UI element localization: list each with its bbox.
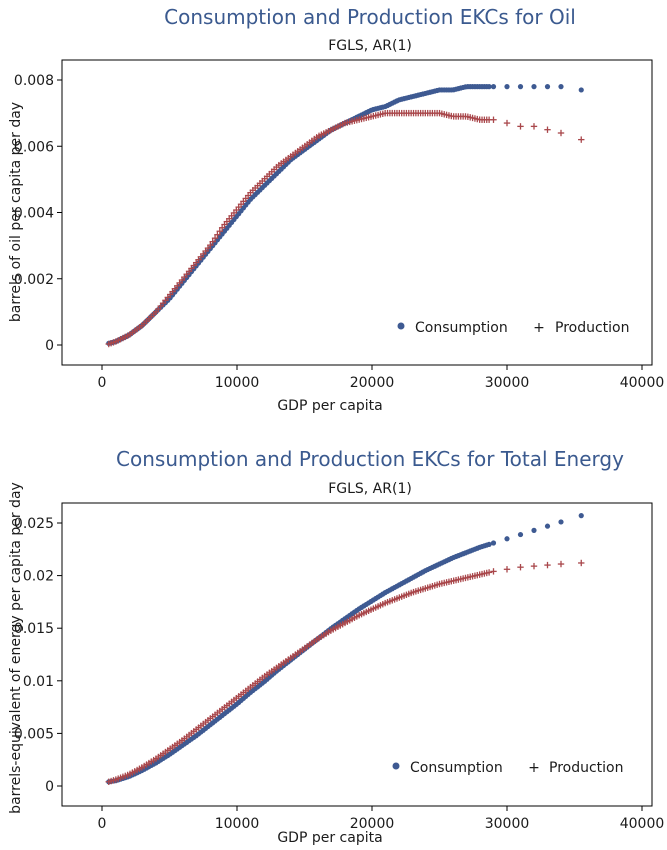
legend-consumption-marker [397, 322, 405, 330]
x-tick-label: 20000 [350, 375, 395, 391]
production-point [517, 123, 524, 130]
consumption-point [531, 527, 537, 533]
consumption-point [490, 540, 497, 546]
legend-production-marker: + [533, 320, 545, 336]
production-point [218, 224, 226, 231]
x-axis-ticks: 0 10000 20000 30000 40000 [98, 365, 665, 391]
series-layer [105, 84, 585, 348]
y-tick-label: 0.005 [14, 726, 54, 742]
chart-subtitle: FGLS, AR(1) [328, 38, 412, 54]
production-point [485, 569, 493, 576]
production-point [216, 228, 223, 235]
consumption-point [544, 84, 551, 90]
production-point [530, 562, 538, 570]
y-tick-label: 0.008 [14, 73, 54, 89]
production-point [557, 129, 565, 137]
x-tick-label: 0 [98, 816, 107, 832]
consumption-point [504, 536, 510, 542]
consumption-point [504, 84, 510, 90]
y-tick-label: 0.01 [23, 674, 54, 690]
production-point [490, 568, 497, 575]
production-point [557, 560, 565, 568]
y-tick-label: 0.025 [14, 516, 54, 532]
production-point [209, 238, 216, 245]
x-axis-label: GDP per capita [277, 398, 382, 414]
production-point [578, 559, 585, 567]
y-axis-ticks: 0 0.005 0.01 0.015 0.02 0.025 [14, 516, 62, 795]
legend-consumption-label: Consumption [415, 320, 508, 336]
legend-production-label: Production [549, 760, 623, 776]
x-tick-label: 30000 [485, 816, 530, 832]
production-point [544, 126, 551, 133]
y-axis-label: barrels-equivalent of energy per capita … [8, 482, 24, 814]
x-tick-label: 30000 [485, 375, 530, 391]
production-point [211, 234, 219, 242]
production-point [578, 136, 585, 143]
total-energy-ekc-chart: Consumption and Production EKCs for Tota… [8, 447, 664, 846]
consumption-point [486, 84, 492, 90]
consumption-point [544, 523, 551, 529]
oil-ekc-chart: Consumption and Production EKCs for Oil … [8, 5, 664, 414]
production-point [490, 116, 497, 123]
y-tick-label: 0.02 [23, 569, 54, 585]
production-point [207, 241, 214, 249]
x-tick-label: 10000 [215, 816, 260, 832]
production-point [214, 231, 221, 238]
y-axis-ticks: 0 0.002 0.004 0.006 0.008 [14, 73, 62, 354]
plot-area [61, 59, 653, 366]
x-axis-ticks: 0 10000 20000 30000 40000 [98, 806, 665, 832]
production-point [544, 561, 551, 569]
y-axis-label: barrels of oil per capita per day [8, 102, 24, 322]
legend: Consumption + Production [392, 760, 623, 776]
production-point [517, 563, 524, 571]
production-point [503, 566, 511, 573]
x-tick-label: 10000 [215, 375, 260, 391]
chart-subtitle: FGLS, AR(1) [328, 481, 412, 497]
x-axis-label: GDP per capita [277, 830, 382, 846]
consumption-point [486, 541, 492, 547]
consumption-point [578, 87, 584, 93]
consumption-point [578, 513, 584, 519]
production-point [530, 123, 538, 130]
x-tick-label: 40000 [620, 375, 665, 391]
series-layer [105, 513, 585, 785]
legend-consumption-marker [392, 762, 400, 770]
x-tick-label: 0 [98, 375, 107, 391]
legend-consumption-label: Consumption [410, 760, 503, 776]
consumption-point [517, 84, 524, 90]
chart-title: Consumption and Production EKCs for Oil [164, 5, 576, 29]
chart-title: Consumption and Production EKCs for Tota… [116, 447, 624, 471]
legend-production-label: Production [555, 320, 629, 336]
y-tick-label: 0.006 [14, 139, 54, 155]
legend-production-marker: + [528, 760, 540, 776]
production-point [503, 119, 511, 127]
y-tick-label: 0 [45, 779, 54, 795]
consumption-point [558, 519, 564, 525]
y-tick-label: 0.002 [14, 272, 54, 288]
consumption-point [531, 84, 537, 90]
consumption-point [490, 84, 497, 90]
y-tick-label: 0.015 [14, 621, 54, 637]
consumption-point [558, 84, 564, 90]
y-tick-label: 0 [45, 338, 54, 354]
x-tick-label: 40000 [620, 816, 665, 832]
consumption-point [517, 531, 524, 538]
y-tick-label: 0.004 [14, 206, 54, 222]
x-tick-label: 20000 [350, 816, 395, 832]
legend: Consumption + Production [397, 320, 629, 336]
